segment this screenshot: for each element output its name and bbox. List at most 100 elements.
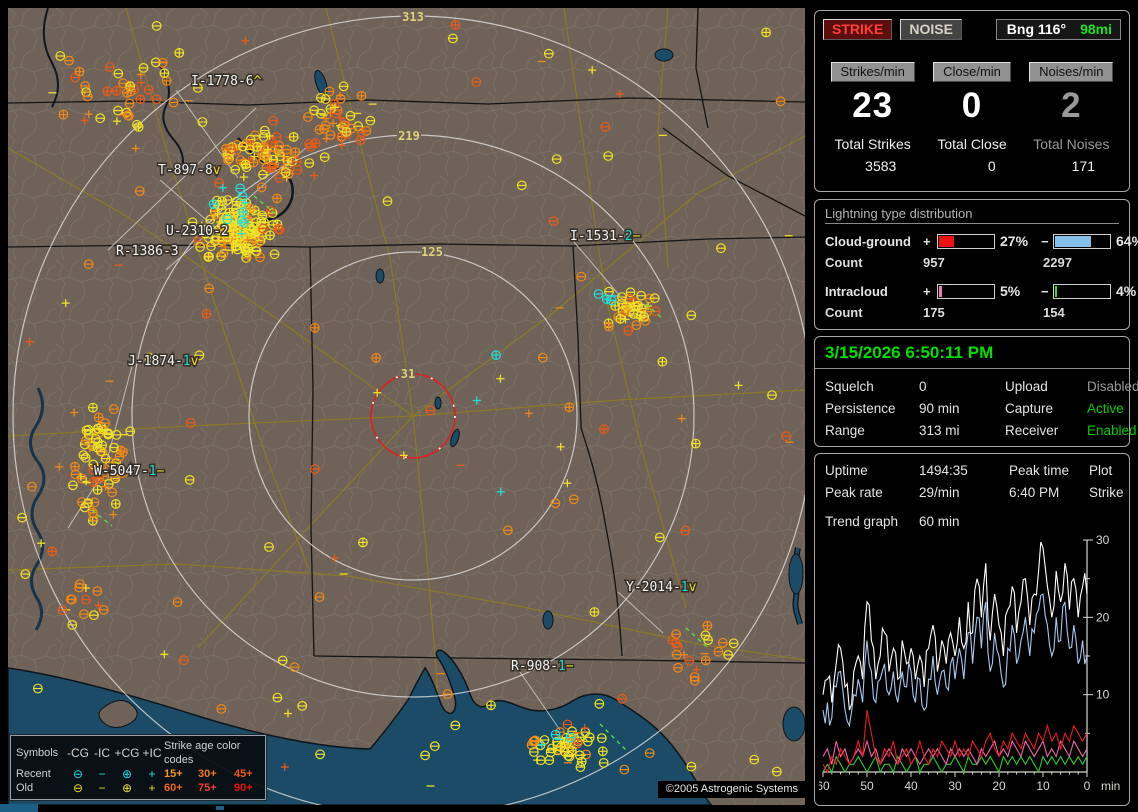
distribution-panel: Lightning type distribution Cloud-ground…	[814, 199, 1138, 330]
map-canvas[interactable]: I-1778-6^ T-897-8v U-2310-2 R-1386-3 J-1874-…	[8, 8, 805, 805]
close-rate-value: 0	[961, 86, 983, 125]
strikes-per-min-chip: Strikes/min	[830, 62, 915, 82]
taskbar-fragment-small	[216, 806, 224, 810]
recent-minus-ic-icon: −	[98, 767, 106, 781]
cg-plus-bar	[937, 233, 995, 249]
recent-minus-cg-icon: ⊖	[72, 767, 84, 781]
strikes-rate-value: 23	[852, 86, 894, 125]
svg-text:10: 10	[1096, 688, 1110, 702]
peak-time-label: Peak time	[1009, 463, 1070, 478]
trend-panel: Uptime 1494:35 Peak time Plot Peak rate …	[814, 453, 1130, 806]
legend-age-title: Strike age color codes	[164, 740, 241, 766]
noises-per-min-chip: Noises/min	[1029, 62, 1114, 82]
svg-text:20: 20	[1096, 610, 1110, 624]
intracloud-count-row: Count 175 154	[825, 305, 1119, 320]
total-close-value: 0	[987, 158, 996, 174]
uptime-label: Uptime	[825, 463, 868, 478]
cg-plus-count: 957	[923, 255, 945, 270]
legend-col-plus-cg: +CG	[114, 746, 140, 760]
ic-minus-bar	[1053, 283, 1111, 299]
total-noises-label: Total Noises	[1033, 136, 1110, 152]
age-45: 45+	[234, 768, 253, 780]
legend-col-minus-cg: -CG	[67, 746, 89, 760]
range-label: Range	[825, 423, 865, 438]
cg-minus-bar	[1053, 233, 1111, 249]
old-minus-cg-icon: ⊖	[72, 781, 84, 795]
datetime-readout: 3/15/2026 6:50:11 PM	[815, 337, 1129, 369]
squelch-label: Squelch	[825, 379, 874, 394]
old-plus-ic-icon: +	[148, 781, 156, 795]
upload-status: Disabled	[1087, 379, 1138, 394]
svg-text:W-5047-1−: W-5047-1−	[94, 464, 165, 479]
storm-vectors	[91, 195, 709, 753]
plot-label: Plot	[1089, 463, 1113, 478]
svg-text:0: 0	[1084, 779, 1091, 793]
svg-text:Y-2014-1v: Y-2014-1v	[626, 580, 697, 595]
ic-count-label: Count	[825, 305, 863, 320]
legend-recent-row: Recent ⊖ − ⊕ + 15+ 30+ 45+	[16, 767, 260, 781]
cg-minus-count: 2297	[1043, 255, 1072, 270]
range-value: 313 mi	[919, 423, 960, 438]
cg-minus-pct: 64%	[1116, 233, 1138, 249]
legend-recent-label: Recent	[16, 768, 51, 780]
strike-symbols	[17, 19, 794, 791]
age-30: 30+	[198, 768, 217, 780]
peak-rate-label: Peak rate	[825, 485, 883, 500]
legend-header-row: Symbols -CG -IC +CG +IC Strike age color…	[16, 739, 260, 767]
intracloud-label: Intracloud	[825, 283, 888, 299]
age-75: 75+	[198, 782, 217, 794]
svg-text:50: 50	[860, 779, 874, 793]
stats-panel: STRIKE NOISE Bng 116° 98mi Strikes/min 23…	[814, 10, 1130, 192]
cg-count-label: Count	[825, 255, 863, 270]
ic-minus-sign: −	[1041, 283, 1049, 299]
noises-rate-value: 2	[1061, 86, 1082, 125]
svg-text:60: 60	[819, 779, 830, 793]
svg-text:10: 10	[1036, 779, 1050, 793]
state-borders	[8, 8, 805, 664]
storm-cell-labels: I-1778-6^ T-897-8v U-2310-2 R-1386-3 J-1874-…	[93, 73, 699, 676]
age-60: 60+	[164, 782, 183, 794]
total-close-label: Total Close	[937, 136, 1007, 152]
strikes-column: Strikes/min 23 Total Strikes 3583	[823, 62, 922, 174]
svg-text:30: 30	[1096, 534, 1110, 547]
close-per-min-chip: Close/min	[933, 62, 1011, 82]
lightning-map[interactable]: I-1778-6^ T-897-8v U-2310-2 R-1386-3 J-1874-…	[8, 8, 805, 805]
recent-plus-ic-icon: +	[148, 767, 156, 781]
total-noises-value: 171	[1071, 158, 1095, 174]
range-ring-labels: 313 219 125 31	[396, 8, 445, 383]
cg-minus-sign: −	[1041, 233, 1049, 249]
svg-text:U-2310-2: U-2310-2	[166, 224, 229, 239]
svg-text:20: 20	[992, 779, 1006, 793]
capture-label: Capture	[1005, 401, 1054, 416]
ic-plus-bar	[937, 283, 995, 299]
ic-plus-pct: 5%	[1000, 283, 1021, 299]
map-legend: Symbols -CG -IC +CG +IC Strike age color…	[9, 734, 267, 801]
svg-text:I-1531-2−: I-1531-2−	[570, 229, 641, 244]
strike-toggle-button[interactable]: STRIKE	[823, 19, 893, 40]
persistence-label: Persistence	[825, 401, 896, 416]
bearing-value: Bng 116°	[1006, 21, 1067, 37]
old-plus-cg-icon: ⊕	[121, 781, 133, 795]
plot-mode-value: Strike	[1089, 485, 1124, 500]
noises-column: Noises/min 2 Total Noises 171	[1022, 62, 1121, 174]
svg-text:313: 313	[402, 10, 424, 24]
svg-text:min: min	[1101, 779, 1120, 793]
total-strikes-label: Total Strikes	[834, 136, 911, 152]
persistence-value: 90 min	[919, 401, 960, 416]
cg-plus-pct: 27%	[1000, 233, 1029, 249]
ic-minus-pct: 4%	[1116, 283, 1137, 299]
county-lines	[8, 8, 805, 805]
range-rings	[12, 15, 805, 805]
noise-toggle-button[interactable]: NOISE	[900, 19, 962, 40]
old-minus-ic-icon: −	[98, 781, 106, 795]
cg-plus-sign: +	[923, 233, 931, 249]
taskbar-fragment	[0, 804, 38, 812]
trend-graph-label: Trend graph	[825, 514, 899, 529]
svg-text:R-1386-3: R-1386-3	[116, 244, 179, 259]
peak-rate-value: 29/min	[919, 485, 960, 500]
bearing-distance: 98mi	[1080, 21, 1112, 37]
total-strikes-value: 3583	[865, 158, 897, 174]
age-15: 15+	[164, 768, 183, 780]
legend-col-minus-ic: -IC	[94, 746, 110, 760]
svg-text:40: 40	[904, 779, 918, 793]
